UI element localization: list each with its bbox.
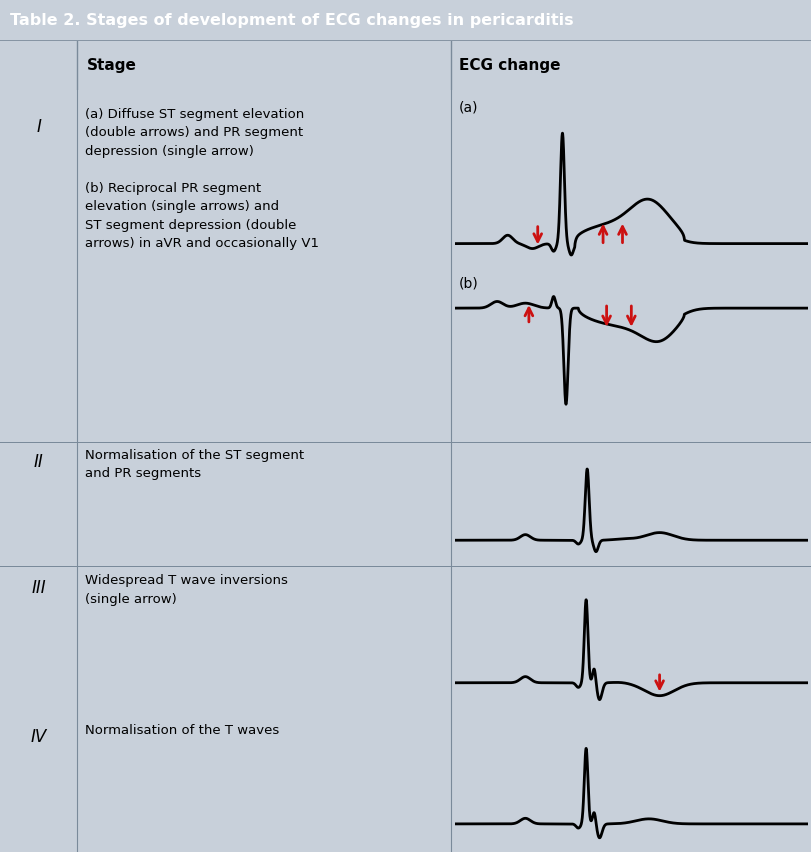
Text: (a): (a) (457, 101, 477, 114)
Text: Normalisation of the ST segment
and PR segments: Normalisation of the ST segment and PR s… (85, 449, 304, 481)
Text: (b): (b) (457, 277, 478, 291)
Text: Table 2. Stages of development of ECG changes in pericarditis: Table 2. Stages of development of ECG ch… (10, 13, 573, 28)
Text: Normalisation of the T waves: Normalisation of the T waves (85, 724, 279, 737)
Text: II: II (33, 452, 44, 470)
Text: (a) Diffuse ST segment elevation
(double arrows) and PR segment
depression (sing: (a) Diffuse ST segment elevation (double… (85, 108, 319, 250)
Text: ECG change: ECG change (458, 58, 560, 73)
Text: Stage: Stage (87, 58, 136, 73)
Text: III: III (31, 579, 46, 596)
Text: IV: IV (30, 728, 47, 746)
Text: Widespread T wave inversions
(single arrow): Widespread T wave inversions (single arr… (85, 574, 288, 606)
Text: I: I (36, 118, 41, 136)
